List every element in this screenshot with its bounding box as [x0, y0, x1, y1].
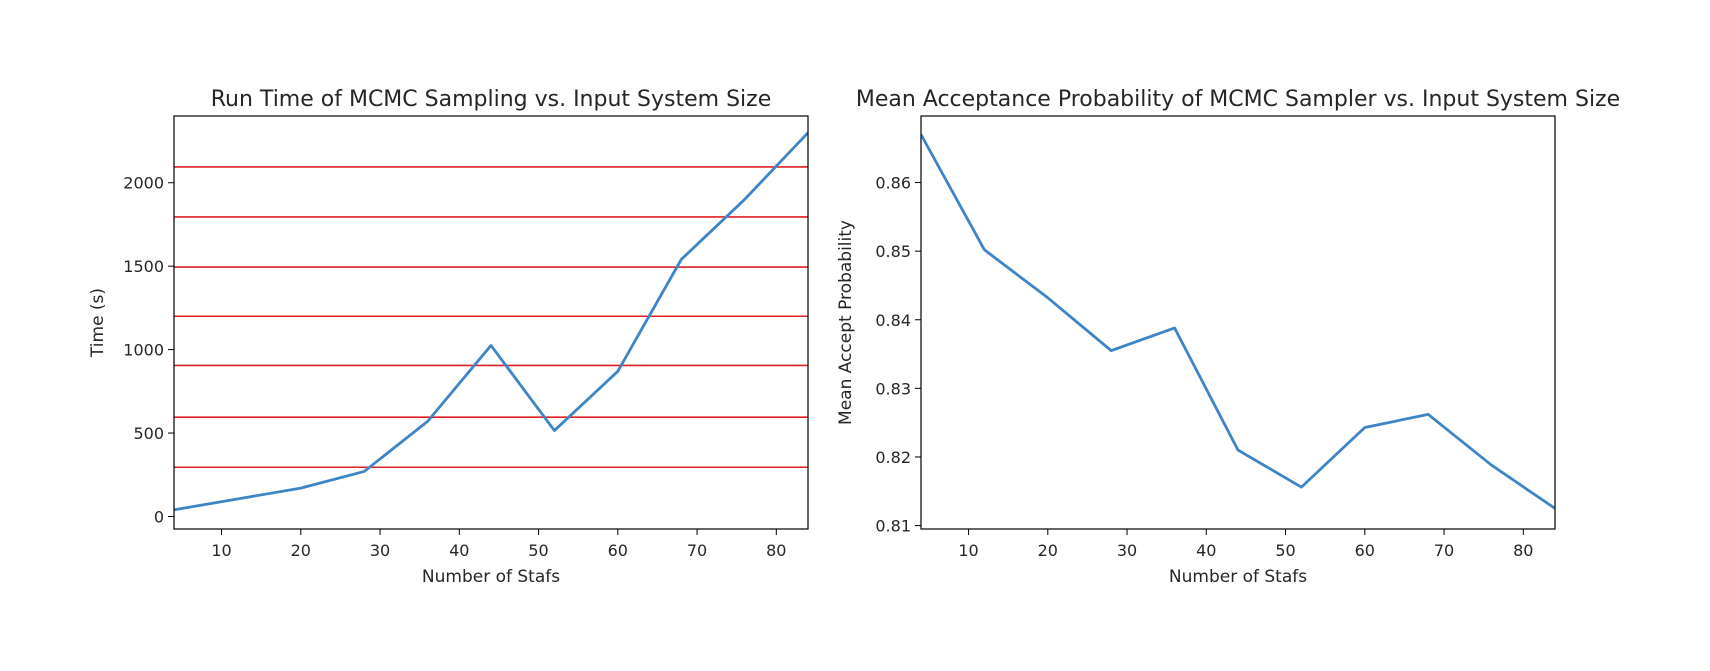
x-tick-label: 70: [1434, 541, 1454, 560]
y-tick-label: 0.81: [875, 517, 911, 536]
x-tick-label: 40: [449, 541, 469, 560]
x-tick-label: 30: [1117, 541, 1137, 560]
series-line-0: [174, 131, 808, 512]
x-tick-label: 30: [370, 541, 390, 560]
plot-frame: [173, 115, 809, 530]
y-tick-label: 0.82: [875, 448, 911, 467]
x-tick-label: 60: [1355, 541, 1375, 560]
y-tick-label: 0.86: [875, 174, 911, 193]
y-tick-label: 2000: [123, 174, 164, 193]
x-tick-label: 80: [1513, 541, 1533, 560]
chart-run-time: 10 20 30 40 50 60 70 80 0 500 1000 1500 2000 Run Time…: [88, 87, 809, 587]
y-tick-label: 0.83: [875, 379, 911, 398]
chart-acceptance-probability: 10 20 30 40 50 60 70 80 0.81 0.82 0.83 0.84 0.85 0.86…: [836, 87, 1620, 587]
x-tick-label: 40: [1196, 541, 1216, 560]
chart-title: Mean Acceptance Probability of MCMC Samp…: [856, 87, 1620, 112]
plot-frame: [920, 115, 1556, 530]
y-tick-label: 0.84: [875, 311, 911, 330]
y-axis-label: Time (s): [88, 288, 108, 358]
chart-title: Run Time of MCMC Sampling vs. Input Syst…: [211, 87, 771, 112]
y-tick-label: 500: [133, 424, 164, 443]
x-tick-label: 50: [528, 541, 548, 560]
x-tick-label: 10: [958, 541, 978, 560]
x-tick-label: 20: [291, 541, 311, 560]
y-tick-label: 0: [154, 507, 164, 526]
x-tick-label: 60: [608, 541, 628, 560]
series-line-0: [921, 133, 1555, 510]
x-tick-label: 10: [211, 541, 231, 560]
x-axis-label: Number of Stafs: [422, 567, 560, 587]
x-tick-label: 20: [1038, 541, 1058, 560]
x-tick-label: 80: [766, 541, 786, 560]
x-tick-label: 50: [1275, 541, 1295, 560]
y-tick-label: 1500: [123, 257, 164, 276]
y-tick-label: 0.85: [875, 242, 911, 261]
y-axis-label: Mean Accept Probability: [836, 220, 856, 425]
x-tick-label: 70: [687, 541, 707, 560]
y-tick-label: 1000: [123, 341, 164, 360]
x-axis-label: Number of Stafs: [1169, 567, 1307, 587]
